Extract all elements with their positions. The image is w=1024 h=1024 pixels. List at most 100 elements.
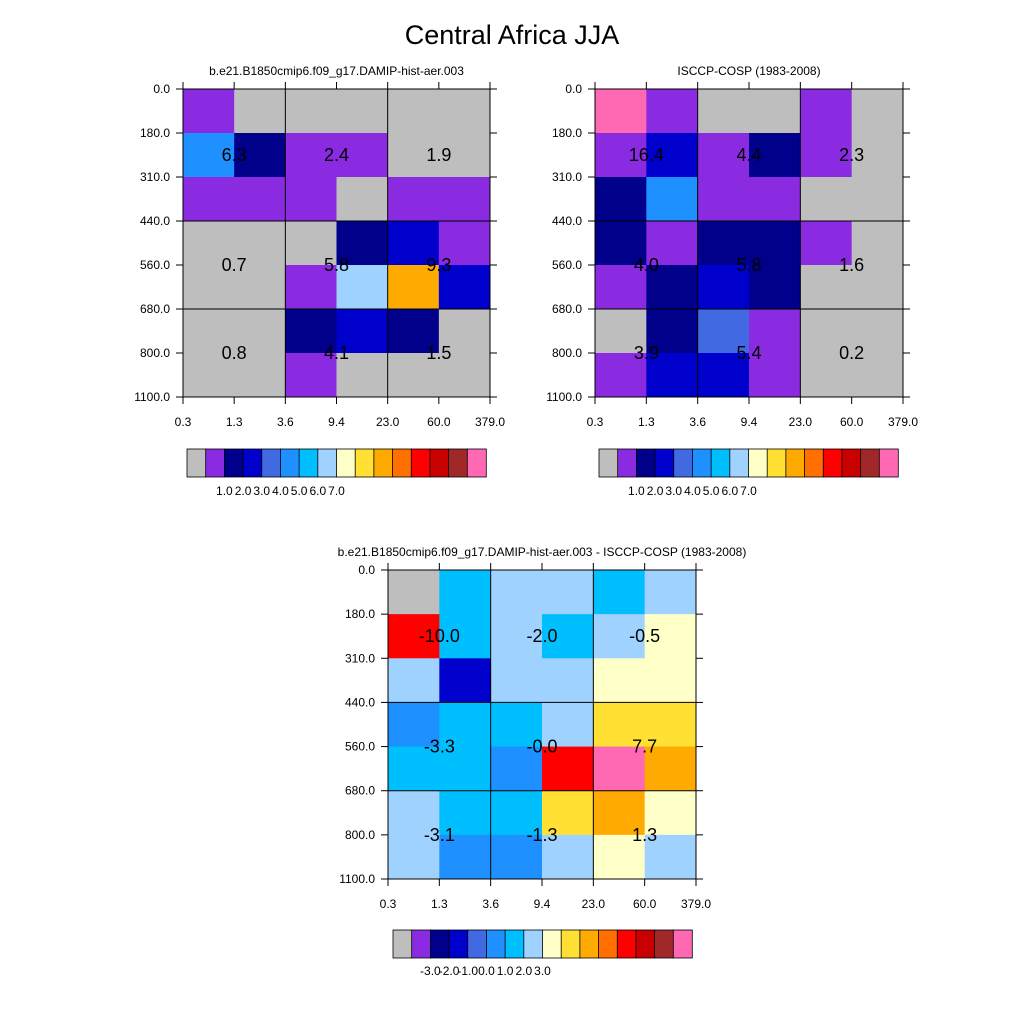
colorbar-label: 7.0	[328, 484, 345, 498]
group-value-label: -1.3	[526, 825, 557, 845]
colorbar-swatch	[523, 929, 544, 959]
heatmap-cell	[646, 309, 699, 354]
heatmap-cell	[593, 658, 646, 703]
heatmap-cell	[388, 834, 440, 880]
y-tick-label: 440.0	[140, 214, 170, 228]
heatmap-cell	[336, 265, 389, 310]
heatmap-cell	[749, 221, 801, 266]
heatmap-cell	[490, 658, 543, 703]
y-tick-label: 800.0	[345, 828, 375, 842]
colorbar-label: 4.0	[272, 484, 289, 498]
heatmap-cell	[800, 177, 853, 222]
heatmap-cell	[387, 177, 440, 222]
y-tick-label: 1100.0	[546, 390, 582, 404]
heatmap-cell	[183, 265, 235, 310]
colorbar-swatch	[411, 929, 432, 959]
heatmap-cell	[439, 702, 492, 748]
heatmap-cell	[438, 353, 491, 398]
y-tick-label: 560.0	[140, 258, 170, 272]
colorbar-swatch	[466, 448, 487, 478]
heatmap-cell	[749, 133, 801, 178]
group-value-label: 5.8	[324, 255, 349, 275]
heatmap-cell	[595, 133, 647, 178]
heatmap-cell	[851, 265, 904, 310]
x-tick-label: 9.4	[328, 415, 345, 429]
panel-title: b.e21.B1850cmip6.f09_g17.DAMIP-hist-aer.…	[209, 64, 464, 78]
colorbar-label: -1.0	[457, 964, 478, 978]
heatmap-cell	[387, 265, 440, 310]
y-tick-label: 680.0	[552, 302, 582, 316]
panel-title: b.e21.B1850cmip6.f09_g17.DAMIP-hist-aer.…	[338, 545, 747, 559]
heatmap-cell	[644, 790, 697, 836]
heatmap-cell	[336, 133, 389, 178]
heatmap-cell	[285, 133, 337, 178]
panel-title: ISCCP-COSP (1983-2008)	[677, 64, 820, 78]
group-value-label: 1.6	[839, 255, 864, 275]
x-tick-label: 3.6	[277, 415, 294, 429]
heatmap-cell	[644, 746, 697, 792]
heatmap-cell	[593, 614, 646, 659]
y-tick-label: 0.0	[358, 563, 375, 577]
heatmap-cell	[438, 221, 491, 266]
heatmap-cell	[234, 89, 286, 134]
heatmap-cell	[644, 834, 697, 880]
heatmap-cell	[336, 353, 389, 398]
heatmap-cell	[851, 89, 904, 134]
group-value-label: 4.0	[634, 255, 659, 275]
group-value-label: 4.1	[324, 343, 349, 363]
heatmap-cell	[336, 309, 389, 354]
heatmap-cell	[438, 177, 491, 222]
group-value-label: -0.5	[629, 626, 660, 646]
colorbar-label: 1.0	[216, 484, 233, 498]
x-tick-label: 1.3	[226, 415, 243, 429]
x-tick-label: 379.0	[475, 415, 505, 429]
heatmap-cell	[542, 570, 594, 615]
x-tick-label: 3.6	[482, 897, 499, 911]
group-value-label: 1.3	[632, 825, 657, 845]
heatmap-cell	[646, 89, 699, 134]
heatmap-cell	[851, 177, 904, 222]
colorbar-label: 2.0	[235, 484, 252, 498]
x-tick-label: 0.3	[587, 415, 604, 429]
group-value-label: 2.3	[839, 145, 864, 165]
x-tick-label: 60.0	[427, 415, 451, 429]
x-tick-label: 60.0	[633, 897, 657, 911]
y-tick-label: 440.0	[552, 214, 582, 228]
colorbar-label: 3.0	[534, 964, 551, 978]
group-value-label: 7.7	[632, 737, 657, 757]
colorbar-label: 3.0	[665, 484, 682, 498]
colorbar-swatch	[878, 448, 899, 478]
heatmap-cell	[387, 309, 440, 354]
heatmap-cell	[388, 614, 440, 659]
heatmap-cell	[439, 790, 492, 836]
colorbar-label: 1.0	[628, 484, 645, 498]
heatmap-cell	[593, 570, 646, 615]
heatmap-cell	[439, 658, 492, 703]
group-value-label: -10.0	[419, 626, 460, 646]
group-value-label: 6.3	[222, 145, 247, 165]
heatmap-cell	[387, 133, 440, 178]
y-tick-label: 1100.0	[134, 390, 170, 404]
heatmap-cell	[183, 177, 235, 222]
heatmap-cell	[234, 353, 286, 398]
colorbar-swatch	[560, 929, 581, 959]
colorbar-label: 6.0	[309, 484, 326, 498]
colorbar-swatch	[616, 929, 637, 959]
x-tick-label: 379.0	[888, 415, 918, 429]
group-value-label: 1.5	[426, 343, 451, 363]
heatmap-cell	[697, 89, 750, 134]
heatmap-cell	[646, 221, 699, 266]
heatmap-cell	[490, 614, 543, 659]
heatmap-cell	[749, 89, 801, 134]
heatmap-cell	[595, 221, 647, 266]
x-tick-label: 0.3	[175, 415, 192, 429]
colorbar-label: 5.0	[291, 484, 308, 498]
heatmap-cell	[800, 309, 853, 354]
heatmap-cell	[697, 265, 750, 310]
colorbar-swatch	[486, 929, 506, 959]
heatmap-cell	[749, 265, 801, 310]
colorbar-swatch	[654, 929, 675, 959]
heatmap-cell	[644, 614, 697, 659]
y-tick-label: 440.0	[345, 695, 375, 709]
